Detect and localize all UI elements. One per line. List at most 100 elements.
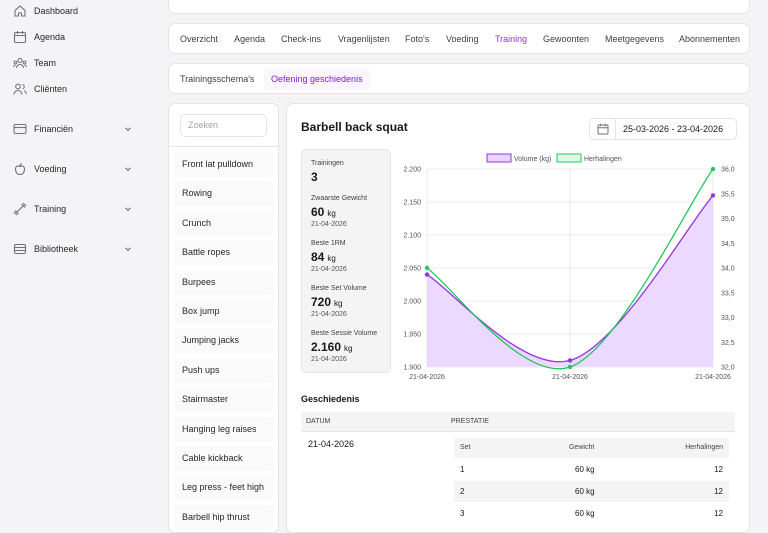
table-row: 3 60 kg 12	[454, 503, 729, 524]
apple-icon	[14, 163, 26, 176]
x-tick: 21-04-2026	[695, 374, 731, 381]
sidebar-item-label: Financiën	[34, 124, 74, 134]
exercise-list-item[interactable]: Push ups	[174, 357, 273, 383]
set-reps: 12	[714, 487, 723, 496]
sidebar-item-team[interactable]: Team	[0, 50, 150, 76]
users-icon	[13, 83, 27, 95]
stat-date: 21-04-2026	[311, 356, 347, 363]
tab-voeding[interactable]: Voeding	[446, 34, 479, 44]
y-left-tick: 2.100	[403, 233, 421, 240]
stat-number: 84	[311, 250, 325, 264]
exercise-list-item[interactable]: Box jump	[174, 299, 273, 324]
set-number: 1	[460, 465, 465, 474]
stat-zwaarste-value: 60 kg	[311, 205, 336, 219]
exercise-list-item[interactable]: Jumping jacks	[174, 328, 273, 354]
exercise-list-item[interactable]: Stairmaster	[174, 387, 273, 413]
stat-unit: kg	[344, 344, 353, 353]
sidebar-item-training[interactable]: Training	[0, 196, 150, 222]
set-weight: 60 kg	[575, 509, 595, 518]
legend-swatch-volume	[486, 153, 512, 163]
set-weight: 60 kg	[575, 465, 595, 474]
legend-label-volume: Volume (kg)	[514, 156, 551, 163]
reps-point	[424, 265, 430, 271]
exercise-list-item[interactable]: Cable kickback	[174, 446, 273, 471]
sidebar-item-voeding[interactable]: Voeding	[0, 156, 150, 182]
tab-vragenlijsten[interactable]: Vragenlijsten	[338, 34, 390, 44]
divider	[301, 431, 735, 432]
divider	[169, 146, 278, 147]
y-left-tick: 2.050	[403, 266, 421, 273]
stat-label: Zwaarste Gewicht	[311, 195, 368, 202]
stat-date: 21-04-2026	[311, 266, 347, 273]
stat-label: Trainingen	[311, 160, 344, 167]
wallet-icon	[13, 123, 27, 135]
exercise-list-item[interactable]: Front lat pulldown	[174, 152, 273, 177]
tab-agenda[interactable]: Agenda	[234, 34, 266, 44]
set-reps: 12	[714, 509, 723, 518]
col-datum: DATUM	[306, 418, 331, 425]
sidebar-item-label: Bibliotheek	[34, 244, 79, 254]
tab-fotos[interactable]: Foto's	[405, 34, 430, 44]
stat-label: Beste Sessie Volume	[311, 330, 378, 337]
sidebar-item-agenda[interactable]: Agenda	[0, 24, 150, 50]
y-left-tick: 1.950	[403, 332, 421, 339]
library-icon	[13, 243, 27, 255]
x-tick: 21-04-2026	[409, 374, 445, 381]
calendar-icon	[597, 123, 609, 135]
stat-rm-value: 84 kg	[311, 250, 336, 264]
volume-chart: 1.900 1.950 2.000 2.050 2.100 2.150 2.200 32,0 3…	[403, 153, 735, 381]
exercise-list-item[interactable]: Crunch	[174, 210, 273, 236]
tab-overzicht[interactable]: Overzicht	[180, 34, 219, 44]
exercise-list-item[interactable]: Barbell hip thrust	[174, 504, 273, 530]
stats-box: Trainingen 3 Zwaarste Gewicht 60 kg 21-04…	[301, 149, 391, 373]
volume-point	[710, 193, 716, 198]
subtab-trainingsschemas[interactable]: Trainingsschema's	[180, 74, 255, 84]
stat-label: Beste Set Volume	[311, 285, 367, 292]
col-set: Set	[460, 444, 471, 451]
sidebar-item-financien[interactable]: Financiën	[0, 116, 150, 142]
stat-number: 60	[311, 205, 325, 219]
stat-date: 21-04-2026	[311, 311, 347, 318]
exercise-list-item[interactable]: Rowing	[174, 181, 273, 207]
exercise-list-item[interactable]: Burpees	[174, 269, 273, 295]
date-range-picker[interactable]: 25-03-2026 - 23-04-2026	[589, 118, 737, 140]
sidebar-item-dashboard[interactable]: Dashboard	[0, 0, 150, 24]
y-left-tick: 2.200	[403, 167, 421, 174]
sidebar-item-label: Voeding	[34, 164, 67, 174]
y-left-tick: 2.150	[403, 200, 421, 207]
exercise-list-item[interactable]: Leg press - feet high	[174, 475, 273, 501]
home-icon	[14, 5, 26, 17]
search-input[interactable]: Zoeken	[180, 114, 267, 137]
tab-training[interactable]: Training	[495, 34, 528, 44]
tab-abonnementen[interactable]: Abonnementen	[679, 34, 741, 44]
chevron-down-icon	[125, 167, 131, 172]
col-gewicht: Gewicht	[569, 444, 595, 451]
stat-set-value: 720 kg	[311, 295, 342, 309]
y-right-tick: 35,5	[721, 191, 735, 198]
y-right-tick: 34,5	[721, 241, 735, 248]
exercise-list-item[interactable]: Hanging leg raises	[174, 416, 273, 442]
exercise-title: Barbell back squat	[301, 120, 408, 134]
volume-area	[427, 195, 713, 367]
chevron-down-icon	[125, 207, 131, 212]
chevron-down-icon	[125, 247, 131, 252]
set-number: 3	[460, 509, 465, 518]
y-right-tick: 32,5	[721, 340, 735, 347]
tab-meetgegevens[interactable]: Meetgegevens	[605, 34, 665, 44]
y-right-tick: 33,5	[721, 290, 735, 297]
sidebar-item-clienten[interactable]: Cliënten	[0, 76, 150, 102]
stat-sessie-value: 2.160 kg	[311, 340, 352, 354]
date-picker-icon-wrap	[590, 119, 616, 139]
tab-gewoonten[interactable]: Gewoonten	[543, 34, 590, 44]
col-prestatie: PRESTATIE	[451, 418, 489, 425]
subtab-oefening-geschiedenis[interactable]: Oefening geschiedenis	[264, 68, 370, 90]
history-table-header: DATUM PRESTATIE	[301, 412, 735, 431]
stat-number: 3	[311, 170, 318, 184]
exercise-list-item[interactable]: Battle ropes	[174, 240, 273, 266]
sidebar-item-bibliotheek[interactable]: Bibliotheek	[0, 236, 150, 262]
stat-number: 720	[311, 295, 332, 309]
sidebar-item-label: Training	[34, 204, 67, 214]
tab-check-ins[interactable]: Check-ins	[281, 34, 322, 44]
stat-unit: kg	[334, 299, 343, 308]
table-row: 1 60 kg 12	[454, 459, 729, 480]
